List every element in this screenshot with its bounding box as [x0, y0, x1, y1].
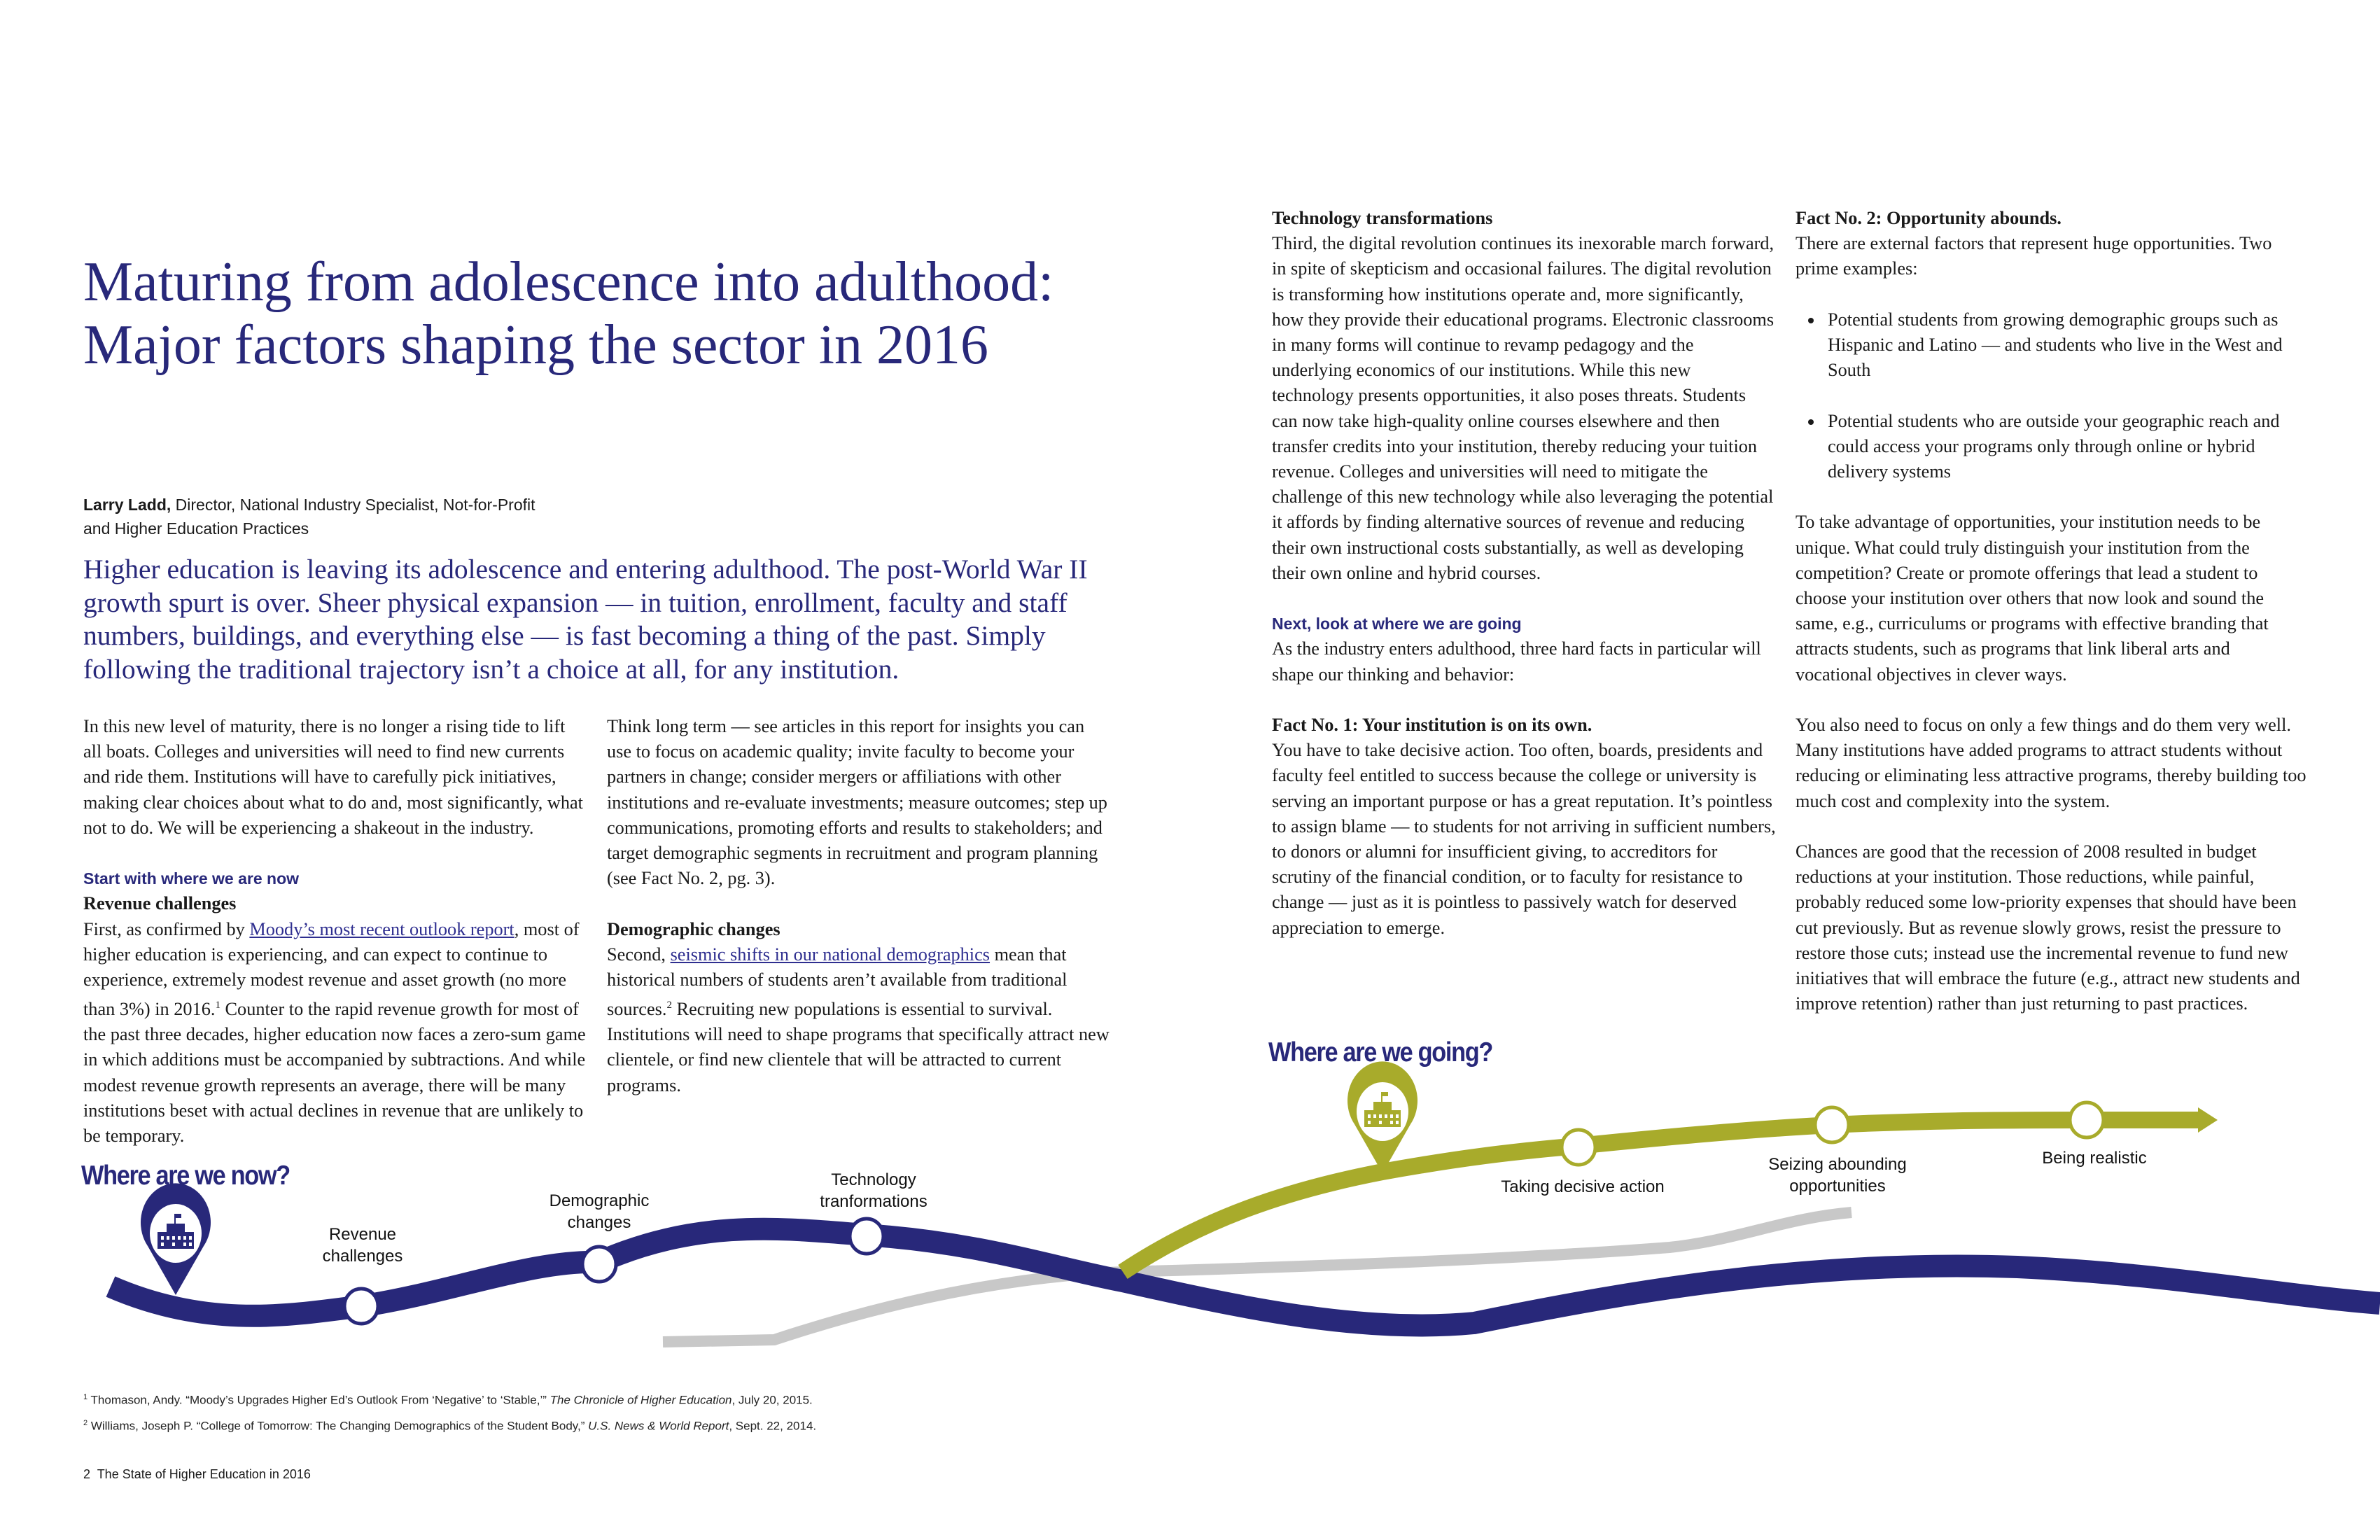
- timeline-stop-marker: [342, 1287, 380, 1326]
- fact2-paragraph: There are external factors that represen…: [1795, 233, 2272, 279]
- column-1: In this new level of maturity, there is …: [83, 714, 587, 1174]
- revenue-heading: Revenue challenges: [83, 893, 237, 914]
- text: mean that historical numbers of students…: [607, 944, 1068, 1019]
- label-line: changes: [567, 1213, 631, 1232]
- label-line: Seizing abounding: [1768, 1155, 1907, 1174]
- timeline-stop-marker: [1813, 1105, 1851, 1144]
- opportunity-list: Potential students from growing demograp…: [1795, 307, 2306, 484]
- technology-paragraph: Third, the digital revolution continues …: [1272, 233, 1774, 583]
- shadow-road: [662, 1207, 1852, 1348]
- timeline-stop-marker: [848, 1217, 886, 1256]
- source-title: The Chronicle of Higher Education: [550, 1393, 732, 1407]
- source-title: U.S. News & World Report: [588, 1419, 729, 1433]
- recession-paragraph: Chances are good that the recession of 2…: [1795, 841, 2300, 1014]
- moodys-report-link[interactable]: Moody’s most recent outlook report: [249, 918, 514, 939]
- section-heading-now: Start with where we are now: [83, 869, 300, 888]
- label-line: Being realistic: [2042, 1149, 2147, 1168]
- footnote-ref-1: 1: [215, 1000, 220, 1011]
- timeline-stop-marker: [2068, 1100, 2106, 1140]
- list-item: Potential students who are outside your …: [1823, 409, 2306, 485]
- label-line: Taking decisive action: [1501, 1177, 1665, 1196]
- where-are-we-now-heading: Where are we now?: [81, 1161, 290, 1191]
- unique-paragraph: To take advantage of opportunities, your…: [1795, 512, 2269, 685]
- stop-label-realistic: Being realistic: [1989, 1147, 2199, 1169]
- label-line: Demographic: [549, 1191, 650, 1210]
- text: Counter to the rapid revenue growth for …: [83, 998, 586, 1146]
- label-line: Revenue: [328, 1225, 397, 1244]
- title-line-1: Maturing from adolescence into adulthood…: [83, 251, 1054, 313]
- label-line: Technology: [831, 1170, 916, 1189]
- section-heading-going: Next, look at where we are going: [1272, 615, 1522, 634]
- list-item: Potential students from growing demograp…: [1823, 307, 2306, 384]
- intro-paragraph: In this new level of maturity, there is …: [83, 716, 583, 838]
- fact1-paragraph: You have to take decisive action. Too of…: [1272, 740, 1776, 938]
- stop-label-opportunities: Seizing abounding opportunities: [1732, 1154, 1942, 1197]
- author-name: Larry Ladd,: [83, 496, 172, 514]
- footnote-number: 1: [83, 1393, 88, 1401]
- text: Williams, Joseph P. “College of Tomorrow…: [88, 1419, 589, 1433]
- arrow-head-icon: [2198, 1107, 2218, 1133]
- author-role-2: and Higher Education Practices: [83, 519, 309, 538]
- lead-paragraph: Higher education is leaving its adolesce…: [83, 554, 1088, 685]
- label-line: tranformations: [820, 1192, 927, 1211]
- column-3: Technology transformations Third, the di…: [1272, 206, 1776, 966]
- think-long-term-paragraph: Think long term — see articles in this r…: [607, 716, 1107, 889]
- author-byline: Larry Ladd, Director, National Industry …: [83, 493, 713, 540]
- now-road-path: [106, 1217, 2380, 1337]
- next-paragraph: As the industry enters adulthood, three …: [1272, 638, 1761, 685]
- text: Second,: [607, 944, 671, 965]
- revenue-paragraph: First, as confirmed by Moody’s most rece…: [83, 917, 587, 1149]
- focus-paragraph: You also need to focus on only a few thi…: [1795, 715, 2306, 811]
- footnote-number: 2: [83, 1419, 88, 1427]
- page-title: Maturing from adolescence into adulthood…: [83, 251, 1203, 377]
- footnote-2: 2 Williams, Joseph P. “College of Tomorr…: [83, 1419, 816, 1434]
- building-pin-icon: [140, 1183, 211, 1295]
- text: , most of higher education is experienci…: [83, 918, 580, 1019]
- label-line: opportunities: [1789, 1177, 1886, 1196]
- author-role: Director, National Industry Specialist, …: [171, 496, 536, 514]
- demographic-paragraph: Second, seismic shifts in our national d…: [607, 942, 1111, 1098]
- page-footer: 2 The State of Higher Education in 2016: [83, 1467, 311, 1481]
- demographics-link[interactable]: seismic shifts in our national demograph…: [670, 944, 990, 965]
- technology-heading: Technology transformations: [1272, 208, 1493, 228]
- label-line: challenges: [322, 1247, 403, 1266]
- timeline-stop-marker: [1560, 1128, 1597, 1167]
- stop-label-technology: Technology tranformations: [769, 1169, 979, 1212]
- demographic-heading: Demographic changes: [607, 918, 780, 939]
- title-line-2: Major factors shaping the sector in 2016: [83, 314, 989, 376]
- where-are-we-going-heading: Where are we going?: [1268, 1037, 1493, 1068]
- now-road: [0, 0, 599, 1317]
- fact1-heading: Fact No. 1: Your institution is on its o…: [1272, 715, 1592, 736]
- text: First, as confirmed by: [83, 918, 250, 939]
- text: , July 20, 2015.: [732, 1393, 813, 1407]
- building-pin-icon: [1348, 1061, 1418, 1173]
- column-4: Fact No. 2: Opportunity abounds. There a…: [1795, 206, 2306, 1042]
- timeline-stop-marker: [580, 1245, 618, 1284]
- stop-label-decisive: Taking decisive action: [1478, 1176, 1688, 1198]
- fact2-heading: Fact No. 2: Opportunity abounds.: [1795, 208, 2062, 228]
- stop-label-demographic: Demographic changes: [494, 1190, 704, 1233]
- text: Recruiting new populations is essential …: [607, 998, 1110, 1096]
- footnote-1: 1 Thomason, Andy. “Moody’s Upgrades High…: [83, 1393, 813, 1408]
- column-2: Think long term — see articles in this r…: [607, 714, 1111, 1124]
- stop-label-revenue: Revenue challenges: [258, 1224, 468, 1267]
- text: Thomason, Andy. “Moody’s Upgrades Higher…: [88, 1393, 550, 1407]
- text: , Sept. 22, 2014.: [729, 1419, 817, 1433]
- footnote-ref-2: 2: [666, 1000, 672, 1011]
